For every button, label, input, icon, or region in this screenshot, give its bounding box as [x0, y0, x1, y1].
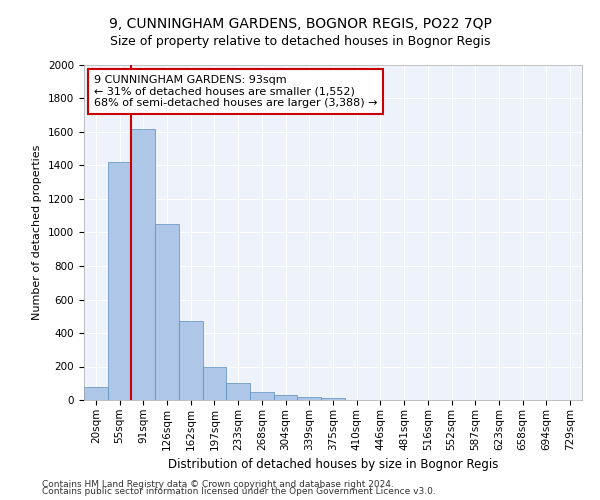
Y-axis label: Number of detached properties: Number of detached properties: [32, 145, 43, 320]
Bar: [274, 395, 298, 400]
Bar: [84, 388, 108, 400]
Bar: [226, 383, 250, 400]
Text: Contains public sector information licensed under the Open Government Licence v3: Contains public sector information licen…: [42, 487, 436, 496]
Text: Size of property relative to detached houses in Bognor Regis: Size of property relative to detached ho…: [110, 35, 490, 48]
Bar: [203, 366, 226, 400]
Text: Contains HM Land Registry data © Crown copyright and database right 2024.: Contains HM Land Registry data © Crown c…: [42, 480, 394, 489]
Bar: [321, 398, 345, 400]
Text: 9, CUNNINGHAM GARDENS, BOGNOR REGIS, PO22 7QP: 9, CUNNINGHAM GARDENS, BOGNOR REGIS, PO2…: [109, 18, 491, 32]
Bar: [250, 392, 274, 400]
Bar: [155, 224, 179, 400]
Bar: [179, 322, 203, 400]
Text: 9 CUNNINGHAM GARDENS: 93sqm
← 31% of detached houses are smaller (1,552)
68% of : 9 CUNNINGHAM GARDENS: 93sqm ← 31% of det…: [94, 75, 377, 108]
Bar: [298, 396, 321, 400]
Bar: [108, 162, 131, 400]
X-axis label: Distribution of detached houses by size in Bognor Regis: Distribution of detached houses by size …: [168, 458, 498, 471]
Bar: [131, 128, 155, 400]
